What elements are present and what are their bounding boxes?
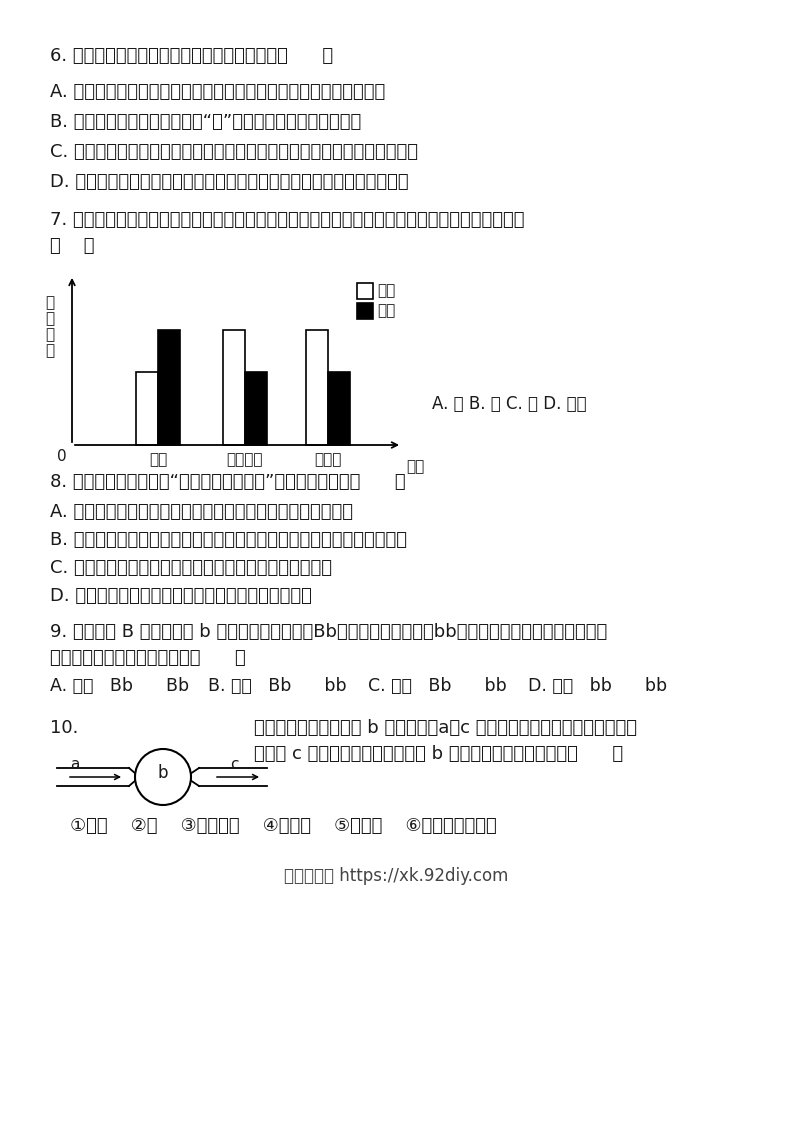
Text: B. 毛桃   Bb      bb: B. 毛桃 Bb bb <box>208 677 347 695</box>
Bar <box>357 303 373 319</box>
Text: A. 毛桃   Bb      Bb: A. 毛桃 Bb Bb <box>50 677 189 695</box>
Text: 如图是血液流经某器官 b 的示意图，a、c 表示血管，箭头表示血液流动的方: 如图是血液流经某器官 b 的示意图，a、c 表示血管，箭头表示血液流动的方 <box>254 719 637 737</box>
Text: 葡萄糖: 葡萄糖 <box>314 452 342 467</box>
Text: ①大脑    ②肺    ③小肠绒毛    ④肾小球    ⑤肾小管    ⑥左心房、左心室: ①大脑 ②肺 ③小肠绒毛 ④肾小球 ⑤肾小管 ⑥左心房、左心室 <box>70 817 496 835</box>
Text: B. 根尖成熟区表皮细胞一部分向外突出形成根毛，利于吸收水分和无机盐: B. 根尖成熟区表皮细胞一部分向外突出形成根毛，利于吸收水分和无机盐 <box>50 531 407 549</box>
Text: 量: 量 <box>45 343 55 358</box>
Text: 动脉: 动脉 <box>377 283 395 298</box>
Text: （    ）: （ ） <box>50 237 94 255</box>
Bar <box>245 371 266 445</box>
Bar <box>357 283 373 298</box>
Text: D. 心脏中瓣膜的存在可以使动脉血和静脉血完全分开: D. 心脏中瓣膜的存在可以使动脉血和静脉血完全分开 <box>50 587 312 605</box>
Text: 氧气: 氧气 <box>149 452 167 467</box>
Bar <box>306 330 328 445</box>
Text: D. 滑桃   bb      bb: D. 滑桃 bb bb <box>528 677 667 695</box>
Text: 物质: 物质 <box>406 459 424 473</box>
Text: C. 滑桃   Bb      bb: C. 滑桃 Bb bb <box>368 677 507 695</box>
Text: A. 白酒和葡萄酒制作过程都要经过霾菌的糖化和酵母菌的发酵等阶段: A. 白酒和葡萄酒制作过程都要经过霾菌的糖化和酵母菌的发酵等阶段 <box>50 83 385 101</box>
Text: 含: 含 <box>45 327 55 342</box>
Text: C. 在果蔬贮藏场所适当降低氧气浓度的主要目的是抑制微生物的生长与繁殖: C. 在果蔬贮藏场所适当降低氧气浓度的主要目的是抑制微生物的生长与繁殖 <box>50 142 418 160</box>
Text: 9. 毛桃基因 B 对滑桃基因 b 为显性，现将毛桃（Bb）的花粉授给滑桃（bb）的雌蕊柱头，该雌蕊所结果实: 9. 毛桃基因 B 对滑桃基因 b 为显性，现将毛桃（Bb）的花粉授给滑桃（bb… <box>50 623 607 641</box>
Text: 0: 0 <box>57 449 67 465</box>
Text: A. 肺 B. 脑 C. 肾 D. 小肠: A. 肺 B. 脑 C. 肾 D. 小肠 <box>432 395 587 413</box>
Bar <box>136 371 159 445</box>
Bar <box>328 371 350 445</box>
Bar <box>223 330 245 445</box>
Text: 静脉: 静脉 <box>377 303 395 318</box>
Text: 二氧化碳: 二氧化碳 <box>227 452 263 467</box>
Text: B. 制作白酒和葡萄酒等用到的“菌”和香菇一样都是营腐生生活: B. 制作白酒和葡萄酒等用到的“菌”和香菇一样都是营腐生生活 <box>50 113 362 131</box>
Text: 的性状和种子的基因型分别为（      ）: 的性状和种子的基因型分别为（ ） <box>50 649 246 666</box>
Text: 相: 相 <box>45 295 55 310</box>
Text: 6. 下列对生活中的生物技术的叙述，正确的是（      ）: 6. 下列对生活中的生物技术的叙述，正确的是（ ） <box>50 47 333 65</box>
Text: C. 神经元有许多突起有利于接受刺激产生冲动并传导冲动: C. 神经元有许多突起有利于接受刺激产生冲动并传导冲动 <box>50 559 332 577</box>
Text: D. 制作酸奶过程的实质是乳酸菌在适宜条件下将奶中的蛋白质转化成乳酸: D. 制作酸奶过程的实质是乳酸菌在适宜条件下将奶中的蛋白质转化成乳酸 <box>50 173 408 191</box>
Circle shape <box>135 749 191 804</box>
Text: 对: 对 <box>45 311 55 327</box>
Text: 7. 在某一时刻测定某一器官的动脉和静脉的血液内三种物质含量，其相对数值如图所示，该器官是: 7. 在某一时刻测定某一器官的动脉和静脉的血液内三种物质含量，其相对数值如图所示… <box>50 211 524 229</box>
Text: A. 肺泡壁和毛细血管壁都由一层上皮细胞构成，利于气体交换: A. 肺泡壁和毛细血管壁都由一层上皮细胞构成，利于气体交换 <box>50 503 353 521</box>
Text: 8. 下列叙述中，不符合“结构与功能相适应”生物学观点的是（      ）: 8. 下列叙述中，不符合“结构与功能相适应”生物学观点的是（ ） <box>50 473 406 491</box>
Text: 智源优学网 https://xk.92diy.com: 智源优学网 https://xk.92diy.com <box>284 867 508 885</box>
Text: 向，若 c 血管内流动脉血，你认为 b 可能代表的器官和结构是（      ）: 向，若 c 血管内流动脉血，你认为 b 可能代表的器官和结构是（ ） <box>254 745 623 763</box>
Text: a: a <box>71 757 79 772</box>
Text: b: b <box>158 764 168 782</box>
Bar <box>159 330 180 445</box>
Text: 10.: 10. <box>50 719 79 737</box>
Text: c: c <box>230 757 238 772</box>
